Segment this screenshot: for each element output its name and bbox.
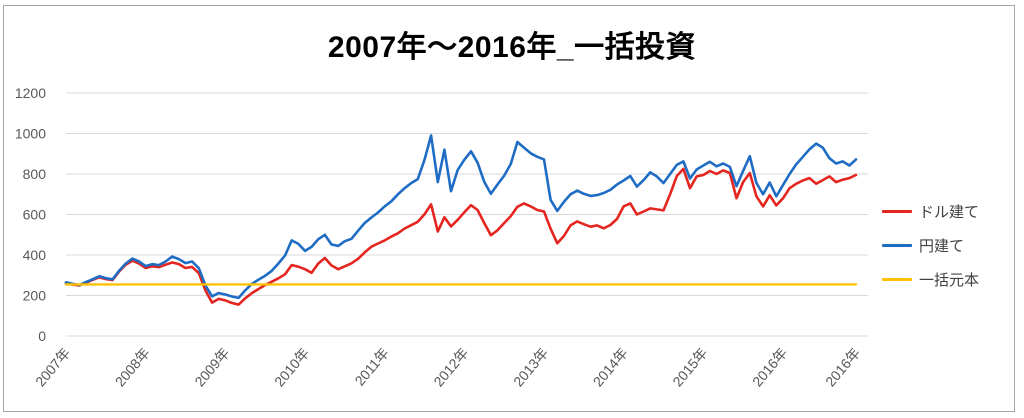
y-tick-label: 600	[23, 207, 47, 223]
x-tick-label: 2014年	[590, 345, 631, 390]
x-tick-label: 2015年	[669, 345, 710, 390]
series-line-1	[64, 134, 858, 300]
y-tick-label: 400	[23, 247, 47, 263]
legend-swatch-yen	[882, 243, 912, 247]
legend-label-yen: 円建て	[919, 237, 965, 255]
legend-label-principal: 一括元本	[919, 271, 980, 289]
y-tick-label: 1200	[15, 85, 46, 101]
legend-swatch-dollar	[882, 209, 912, 213]
x-tick-label: 2010年	[271, 345, 312, 390]
y-tick-label: 200	[23, 288, 47, 304]
y-tick-label: 800	[23, 166, 47, 182]
legend-item-dollar: ドル建て	[882, 194, 979, 228]
x-tick-label: 2016年	[822, 345, 863, 390]
x-tick-label: 2009年	[191, 345, 232, 390]
x-tick-label: 2012年	[430, 345, 471, 390]
legend-label-dollar: ドル建て	[919, 203, 980, 221]
x-tick-label: 2013年	[510, 345, 551, 390]
legend-item-yen: 円建て	[882, 228, 979, 262]
legend-swatch-principal	[882, 277, 912, 281]
series-line-0	[64, 167, 858, 306]
y-tick-label: 1000	[15, 126, 46, 142]
y-tick-label: 0	[38, 328, 46, 344]
x-tick-label: 2008年	[112, 345, 153, 390]
chart-title: 2007年～2016年_一括投資	[327, 31, 697, 64]
chart-legend: ドル建て 円建て 一括元本	[882, 194, 979, 296]
x-tick-label: 2007年	[32, 345, 73, 390]
legend-item-principal: 一括元本	[882, 262, 979, 296]
x-tick-label: 2016年	[749, 345, 790, 390]
x-tick-label: 2011年	[351, 345, 392, 389]
